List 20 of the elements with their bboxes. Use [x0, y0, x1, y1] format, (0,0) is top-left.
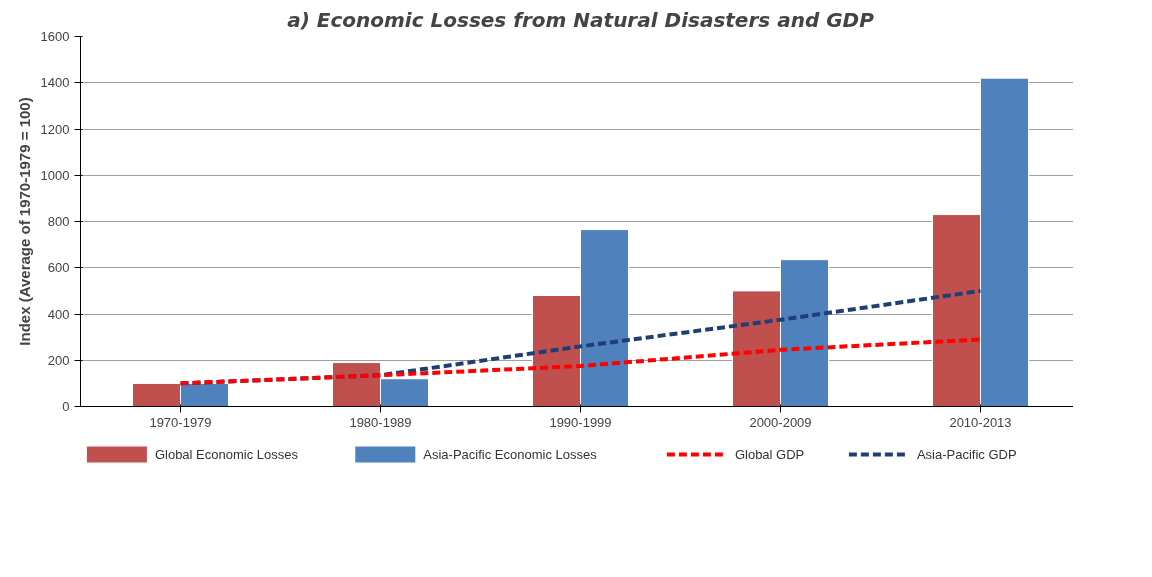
x-tick-label: 1990-1999 [549, 414, 612, 430]
y-tick-label: 1000 [40, 167, 70, 183]
x-tick-label: 1970-1979 [149, 414, 212, 430]
legend-label: Global GDP [734, 447, 805, 462]
y-axis-title: Index (Average of 1970-1979 = 100) [15, 97, 33, 346]
y-tick-label: 1600 [40, 29, 70, 44]
y-tick-label: 800 [47, 214, 70, 229]
legend-label: Asia-Pacific GDP [916, 447, 1017, 462]
y-tick-label: 200 [47, 352, 70, 368]
y-tick-label: 0 [62, 399, 70, 414]
x-tick-label: 1980-1989 [349, 414, 412, 430]
y-tick-label: 400 [47, 306, 70, 322]
y-tick-label: 1400 [40, 75, 70, 91]
y-tick-label: 600 [47, 260, 70, 276]
legend-label: Asia-Pacific Economic Losses [423, 447, 598, 462]
chart-title: a) Economic Losses from Natural Disasters and GDP [287, 7, 875, 32]
legend-label: Global Economic Losses [154, 447, 299, 462]
x-tick-label: 2010-2013 [949, 414, 1012, 430]
y-tick-label: 1200 [40, 121, 70, 137]
x-tick-label: 2000-2009 [749, 414, 812, 430]
